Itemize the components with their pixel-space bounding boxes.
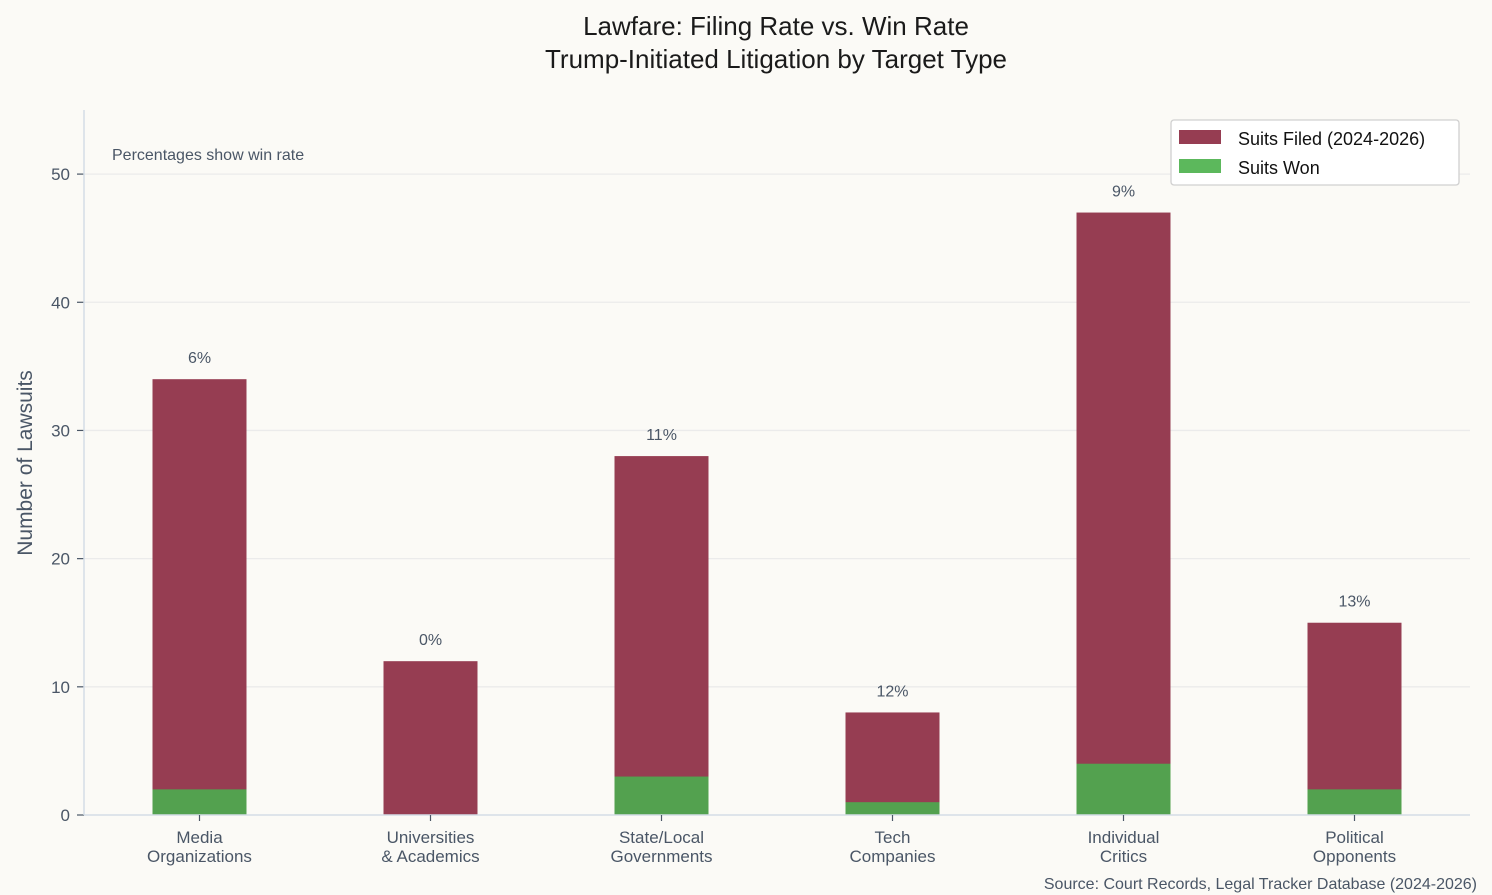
legend-swatch-filed — [1179, 130, 1221, 144]
x-tick-label: Opponents — [1313, 847, 1396, 866]
annotation-win-rate: Percentages show win rate — [112, 147, 304, 164]
data-label-win-rate: 9% — [1112, 184, 1135, 201]
y-axis-label: Number of Lawsuits — [14, 370, 37, 556]
x-tick-label: Critics — [1100, 847, 1147, 866]
bar-suits-won — [845, 802, 940, 815]
chart-subtitle: Trump-Initiated Litigation by Target Typ… — [545, 44, 1007, 74]
x-tick-label: Media — [176, 828, 223, 847]
bar-suits-filed — [1076, 212, 1171, 815]
x-tick-label: Organizations — [147, 847, 252, 866]
bar-suits-won — [152, 789, 247, 815]
gridlines — [84, 173, 1470, 688]
y-tick-label: 30 — [51, 421, 70, 440]
bar-suits-filed — [614, 456, 709, 815]
bars: 6% 0% 11% 12% 9% 13% — [152, 184, 1402, 815]
chart-title: Lawfare: Filing Rate vs. Win Rate — [583, 11, 969, 41]
bar-suits-filed — [152, 379, 247, 815]
data-label-win-rate: 13% — [1338, 594, 1370, 611]
y-tick-label: 10 — [51, 678, 70, 697]
legend-label-filed: Suits Filed (2024-2026) — [1238, 129, 1425, 149]
legend-label-won: Suits Won — [1238, 158, 1320, 178]
bar-suits-filed — [845, 712, 940, 815]
y-tick-label: 40 — [51, 293, 70, 312]
data-label-win-rate: 6% — [188, 350, 211, 367]
x-tick-label: Governments — [610, 847, 712, 866]
bar-suits-won — [614, 776, 709, 815]
bar-suits-won — [1076, 763, 1171, 815]
x-tick-label: Companies — [850, 847, 936, 866]
bar-suits-filed — [383, 661, 478, 815]
bar-suits-filed — [1307, 622, 1402, 815]
x-tick-label: & Academics — [381, 847, 479, 866]
y-tick-label: 0 — [61, 806, 70, 825]
x-tick-label: Political — [1325, 828, 1384, 847]
y-tick-label: 50 — [51, 165, 70, 184]
legend: Suits Filed (2024-2026) Suits Won — [1170, 119, 1460, 186]
y-tick-label: 20 — [51, 550, 70, 569]
bar-suits-won — [1307, 789, 1402, 815]
x-tick-label: Individual — [1088, 828, 1160, 847]
x-tick-label: Tech — [875, 828, 911, 847]
data-label-win-rate: 12% — [876, 683, 908, 700]
x-tick-label: State/Local — [619, 828, 704, 847]
legend-swatch-won — [1179, 159, 1221, 173]
x-tick-label: Universities — [387, 828, 475, 847]
data-label-win-rate: 0% — [419, 632, 442, 649]
data-label-win-rate: 11% — [646, 427, 677, 444]
source-note: Source: Court Records, Legal Tracker Dat… — [1044, 876, 1477, 893]
